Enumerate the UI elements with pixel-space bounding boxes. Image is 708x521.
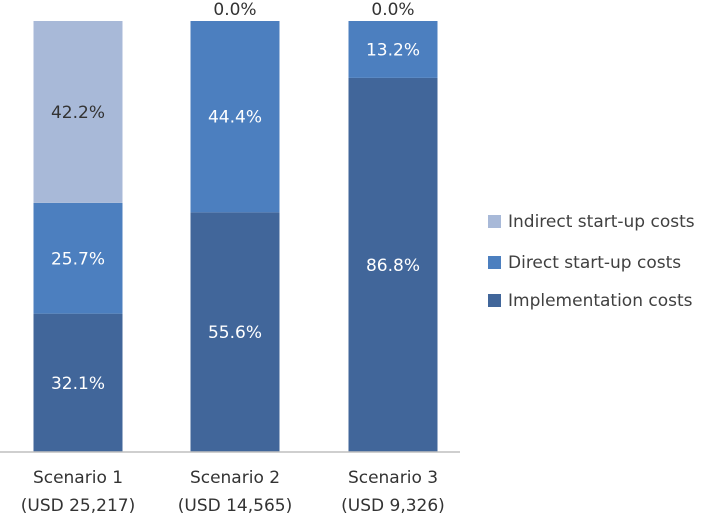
x-tick-sublabel-3: (USD 9,326) xyxy=(341,496,445,516)
data-label-implementation-costs-3: 86.8% xyxy=(366,256,420,276)
legend-swatch-direct-start-up-costs xyxy=(488,256,501,269)
legend-label-direct-start-up-costs: Direct start-up costs xyxy=(508,253,681,273)
data-label-direct-start-up-costs-1: 25.7% xyxy=(51,249,105,269)
data-label-direct-start-up-costs-3: 13.2% xyxy=(366,40,420,60)
x-tick-labels-group: Scenario 1 (USD 25,217) Scenario 2 (USD 14,… xyxy=(21,468,445,516)
x-tick-label-3: Scenario 3 xyxy=(348,468,438,488)
bar-implementation-costs-2 xyxy=(190,212,280,452)
legend: Indirect start-up costs Direct start-up c… xyxy=(488,212,695,311)
bar-implementation-costs-1 xyxy=(33,313,123,452)
bar-direct-start-up-costs-1 xyxy=(33,202,123,314)
data-label-indirect-start-up-costs-3: 0.0% xyxy=(371,0,414,20)
x-tick-sublabel-2: (USD 14,565) xyxy=(178,496,292,516)
segment-labels-group: 32.1% 25.7% 42.2% 55.6% 44.4% 0.0% 86.8% 13.2% 0… xyxy=(51,0,420,394)
bar-indirect-start-up-costs-1 xyxy=(33,21,123,203)
data-label-direct-start-up-costs-2: 44.4% xyxy=(208,108,262,128)
data-label-implementation-costs-2: 55.6% xyxy=(208,323,262,343)
legend-label-indirect-start-up-costs: Indirect start-up costs xyxy=(508,212,695,232)
legend-swatch-indirect-start-up-costs xyxy=(488,215,501,228)
x-tick-label-2: Scenario 2 xyxy=(190,468,280,488)
data-label-implementation-costs-1: 32.1% xyxy=(51,374,105,394)
x-tick-sublabel-1: (USD 25,217) xyxy=(21,496,135,516)
legend-swatch-implementation-costs xyxy=(488,294,501,307)
x-tick-label-1: Scenario 1 xyxy=(33,468,123,488)
bar-direct-start-up-costs-2 xyxy=(190,21,280,213)
bar-implementation-costs-3 xyxy=(348,77,438,452)
bars-group xyxy=(33,21,438,452)
legend-label-implementation-costs: Implementation costs xyxy=(508,291,693,311)
bar-direct-start-up-costs-3 xyxy=(348,21,438,78)
data-label-indirect-start-up-costs-2: 0.0% xyxy=(213,0,256,20)
data-label-indirect-start-up-costs-1: 42.2% xyxy=(51,103,105,123)
